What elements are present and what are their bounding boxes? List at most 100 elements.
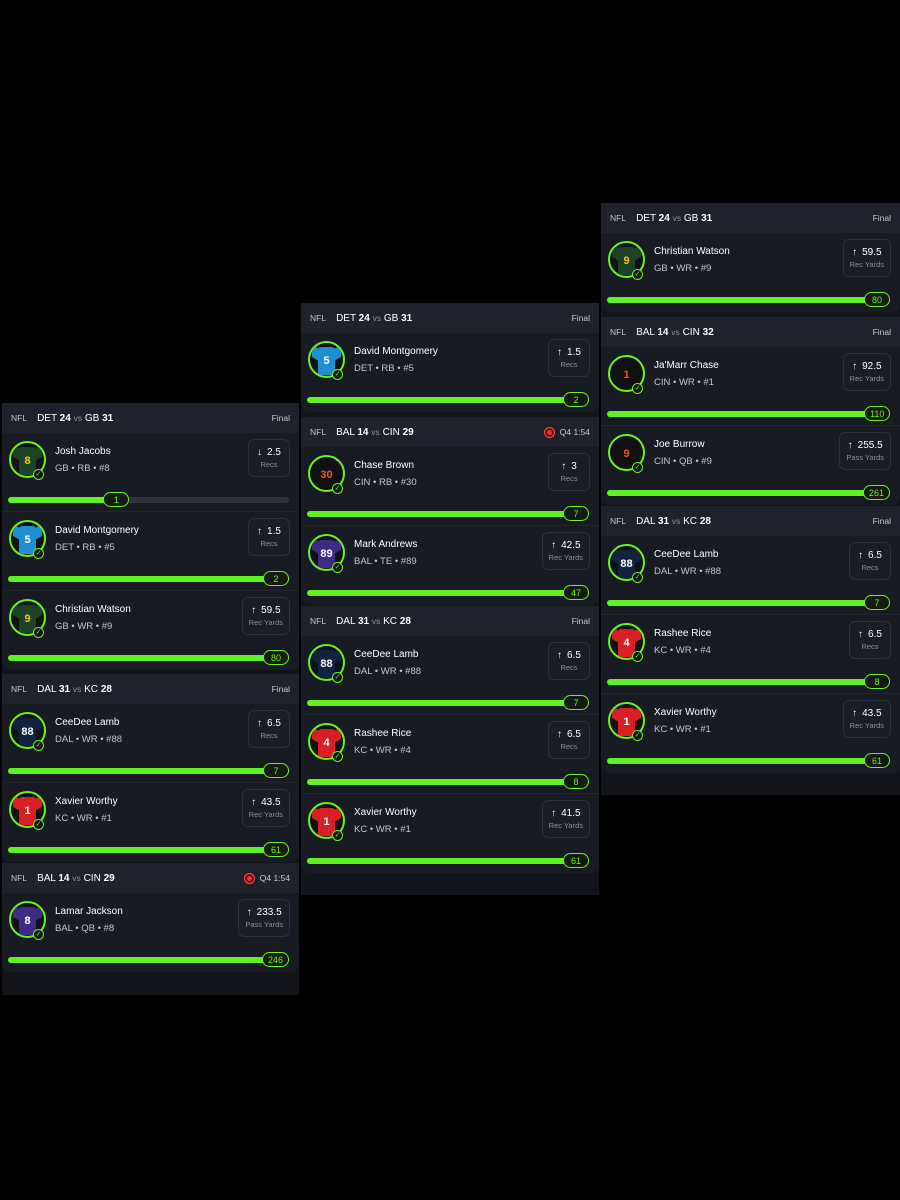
player-meta: DET • RB • #5	[354, 363, 414, 374]
player-meta: BAL • QB • #8	[55, 923, 115, 934]
prop-line-box[interactable]: ↑ 43.5 Rec Yards	[842, 700, 891, 738]
prop-line: ↑ 255.5	[848, 440, 883, 451]
prop-line-box[interactable]: ↓ 2.5 Recs	[248, 439, 290, 477]
jersey-icon: 5	[318, 347, 335, 375]
slip-panel-2: NFL DET 24 vs GB 31 Final 5 ✓ David Montgomer…	[301, 303, 599, 895]
home-score: 29	[103, 872, 115, 884]
result-value-pill: 8	[864, 674, 890, 689]
player-prop-row[interactable]: 8 ✓ Josh Jacobs GB • RB • #8 ↓ 2.5 Recs 1	[2, 433, 299, 512]
player-prop-row[interactable]: 1 ✓ Xavier Worthy KC • WR • #1 ↑ 43.5 Rec Yard…	[601, 694, 900, 773]
vs-label: vs	[671, 326, 680, 337]
player-name: David Montgomery	[354, 346, 438, 357]
prop-line-box[interactable]: ↑ 1.5 Recs	[248, 518, 290, 556]
progress-fill	[607, 679, 890, 685]
prop-line-box[interactable]: ↑ 43.5 Rec Yards	[241, 789, 290, 827]
player-prop-row[interactable]: 9 ✓ Christian Watson GB • WR • #9 ↑ 59.5 Rec Y…	[601, 233, 900, 312]
progress-track: 246	[8, 952, 290, 967]
game-header[interactable]: NFL BAL 14 vs CIN 29 Q4 1:54	[301, 417, 599, 447]
game-header[interactable]: NFL BAL 14 vs CIN 32 Final	[601, 317, 900, 347]
prop-line-box[interactable]: ↑ 92.5 Rec Yards	[842, 353, 891, 391]
player-prop-row[interactable]: 88 ✓ CeeDee Lamb DAL • WR • #88 ↑ 6.5 Recs 7	[301, 636, 599, 715]
prop-line-box[interactable]: ↑ 233.5 Pass Yards	[238, 899, 290, 937]
prop-stat-type: Rec Yards	[849, 374, 884, 383]
player-prop-row[interactable]: 89 ✓ Mark Andrews BAL • TE • #89 ↑ 42.5 Rec Ya…	[301, 526, 599, 605]
prop-line: ↑ 1.5	[257, 526, 281, 537]
progress-track: 47	[307, 585, 589, 600]
player-meta: DAL • WR • #88	[654, 566, 722, 577]
player-name: CeeDee Lamb	[654, 549, 719, 560]
game-header[interactable]: NFL DET 24 vs GB 31 Final	[301, 303, 599, 333]
player-prop-row[interactable]: 5 ✓ David Montgomery DET • RB • #5 ↑ 1.5 Recs 2	[2, 512, 299, 591]
jersey-icon: 88	[618, 550, 635, 578]
result-value-pill: 246	[262, 952, 290, 967]
prop-line: ↑ 92.5	[852, 361, 881, 372]
jersey-icon: 9	[19, 605, 36, 633]
game-status: Final	[873, 213, 891, 223]
player-prop-row[interactable]: 4 ✓ Rashee Rice KC • WR • #4 ↑ 6.5 Recs 8	[301, 715, 599, 794]
prop-line: ↑ 6.5	[557, 650, 581, 661]
game-status-text: Q4 1:54	[259, 873, 290, 883]
jersey-sleeve-right	[634, 547, 641, 565]
player-prop-row[interactable]: 1 ✓ Ja'Marr Chase CIN • WR • #1 ↑ 92.5 Rec Yar…	[601, 347, 900, 426]
prop-line-box[interactable]: ↑ 6.5 Recs	[248, 710, 290, 748]
player-name: Josh Jacobs	[55, 446, 111, 457]
prop-line-value: 6.5	[567, 650, 581, 661]
game-card: NFL BAL 14 vs CIN 32 Final 1 ✓ Ja'Marr Chase C…	[601, 317, 900, 505]
game-header[interactable]: NFL DAL 31 vs KC 28 Final	[2, 674, 299, 704]
vs-label: vs	[371, 615, 381, 626]
prop-line-value: 1.5	[567, 347, 581, 358]
prop-line-box[interactable]: ↑ 6.5 Recs	[849, 542, 891, 580]
arrow-up-icon: ↑	[246, 907, 252, 918]
jersey-sleeve-right	[334, 805, 341, 823]
prop-stat-type: Rec Yards	[849, 721, 884, 730]
prop-line-box[interactable]: ↑ 255.5 Pass Yards	[839, 432, 891, 470]
progress-track: 61	[8, 842, 289, 857]
game-header[interactable]: NFL DAL 31 vs KC 28 Final	[301, 606, 599, 636]
prop-line-box[interactable]: ↑ 42.5 Rec Yards	[541, 532, 590, 570]
prop-line-box[interactable]: ↑ 1.5 Recs	[548, 339, 590, 377]
game-header[interactable]: NFL BAL 14 vs CIN 29 Q4 1:54	[2, 863, 299, 893]
progress-track: 61	[607, 753, 890, 768]
league-label: NFL	[610, 327, 627, 337]
game-header[interactable]: NFL DET 24 vs GB 31 Final	[601, 203, 900, 233]
player-prop-row[interactable]: 5 ✓ David Montgomery DET • RB • #5 ↑ 1.5 Recs 2	[301, 333, 599, 412]
jersey-sleeve-right	[334, 344, 341, 362]
player-name: Xavier Worthy	[654, 707, 717, 718]
player-prop-row[interactable]: 88 ✓ CeeDee Lamb DAL • WR • #88 ↑ 6.5 Recs 7	[2, 704, 299, 783]
prop-line-box[interactable]: ↑ 3 Recs	[548, 453, 590, 491]
player-name: Lamar Jackson	[55, 906, 123, 917]
prop-line-box[interactable]: ↑ 41.5 Rec Yards	[541, 800, 590, 838]
prop-line-value: 6.5	[267, 718, 281, 729]
jersey-sleeve-right	[334, 458, 341, 476]
jersey-icon: 88	[19, 718, 36, 746]
arrow-down-icon: ↓	[257, 447, 263, 458]
player-name: Rashee Rice	[354, 728, 412, 739]
jersey-icon: 8	[19, 447, 36, 475]
matchup-score: DET 24 vs GB 31	[636, 213, 712, 224]
player-prop-row[interactable]: 4 ✓ Rashee Rice KC • WR • #4 ↑ 6.5 Recs 8	[601, 615, 900, 694]
prop-line-box[interactable]: ↑ 6.5 Recs	[548, 642, 590, 680]
player-prop-row[interactable]: 1 ✓ Xavier Worthy KC • WR • #1 ↑ 43.5 Rec Yard…	[2, 783, 299, 862]
away-score: 24	[658, 212, 670, 224]
player-prop-row[interactable]: 88 ✓ CeeDee Lamb DAL • WR • #88 ↑ 6.5 Recs 7	[601, 536, 900, 615]
player-meta: KC • WR • #1	[55, 813, 112, 824]
player-name: Mark Andrews	[354, 539, 418, 550]
player-prop-row[interactable]: 30 ✓ Chase Brown CIN • RB • #30 ↑ 3 Recs 7	[301, 447, 599, 526]
prop-line: ↑ 233.5	[247, 907, 282, 918]
progress-track: 110	[607, 406, 891, 421]
result-value-pill: 61	[263, 842, 289, 857]
player-prop-row[interactable]: 1 ✓ Xavier Worthy KC • WR • #1 ↑ 41.5 Rec Yard…	[301, 794, 599, 873]
prop-line-box[interactable]: ↑ 6.5 Recs	[548, 721, 590, 759]
prop-line-box[interactable]: ↑ 59.5 Rec Yards	[842, 239, 891, 277]
game-header[interactable]: NFL DAL 31 vs KC 28 Final	[601, 506, 900, 536]
game-header[interactable]: NFL DET 24 vs GB 31 Final	[2, 403, 299, 433]
player-prop-row[interactable]: 9 ✓ Joe Burrow CIN • QB • #9 ↑ 255.5 Pass Yard…	[601, 426, 900, 505]
player-prop-row[interactable]: 9 ✓ Christian Watson GB • WR • #9 ↑ 59.5 Rec Y…	[2, 591, 299, 670]
prop-line-box[interactable]: ↑ 6.5 Recs	[849, 621, 891, 659]
prop-line-box[interactable]: ↑ 59.5 Rec Yards	[241, 597, 290, 635]
progress-fill	[307, 511, 589, 517]
jersey-sleeve-right	[634, 626, 641, 644]
player-meta: KC • WR • #4	[654, 645, 711, 656]
prop-line-value: 233.5	[256, 907, 282, 918]
player-prop-row[interactable]: 8 ✓ Lamar Jackson BAL • QB • #8 ↑ 233.5 Pass Y…	[2, 893, 299, 972]
